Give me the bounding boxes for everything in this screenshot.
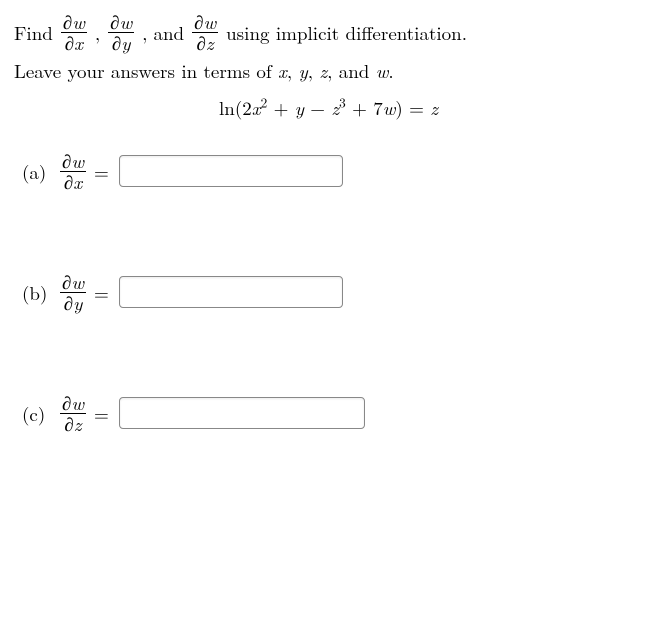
tail-text: using implicit differentiation. (226, 19, 467, 46)
equation-display: ln(2x2 + y − z3 + 7w) = z (14, 94, 643, 121)
frac-dw-dz: ∂w ∂z (60, 393, 86, 434)
answer-input-a[interactable] (119, 155, 343, 187)
comma-1: , (95, 19, 100, 46)
part-c-label: (c) (22, 400, 58, 427)
frac-dw-dx-inline: ∂w ∂x (61, 12, 87, 53)
comma-2: , (142, 19, 147, 46)
equals-a: = (94, 158, 109, 185)
part-a-label: (a) (22, 158, 58, 185)
frac-dw-dy-inline: ∂w ∂y (108, 12, 134, 53)
prompt-line-1: Find ∂w ∂x , ∂w ∂y , and ∂w ∂z using imp… (14, 12, 643, 53)
part-a-row: (a) ∂w ∂x = (22, 151, 643, 192)
answer-input-b[interactable] (119, 276, 343, 308)
equals-b: = (94, 279, 109, 306)
equals-c: = (94, 400, 109, 427)
part-b-row: (b) ∂w ∂y = (22, 272, 643, 313)
frac-dw-dz-inline: ∂w ∂z (192, 12, 218, 53)
word-find: Find (14, 19, 53, 46)
part-c-row: (c) ∂w ∂z = (22, 393, 643, 434)
frac-dw-dx: ∂w ∂x (60, 151, 86, 192)
word-and: and (153, 19, 184, 46)
part-b-label: (b) (22, 279, 58, 306)
prompt-line-2: Leave your answers in terms of x, y, z, … (14, 57, 643, 84)
answer-input-c[interactable] (119, 397, 365, 429)
frac-dw-dy: ∂w ∂y (60, 272, 86, 313)
